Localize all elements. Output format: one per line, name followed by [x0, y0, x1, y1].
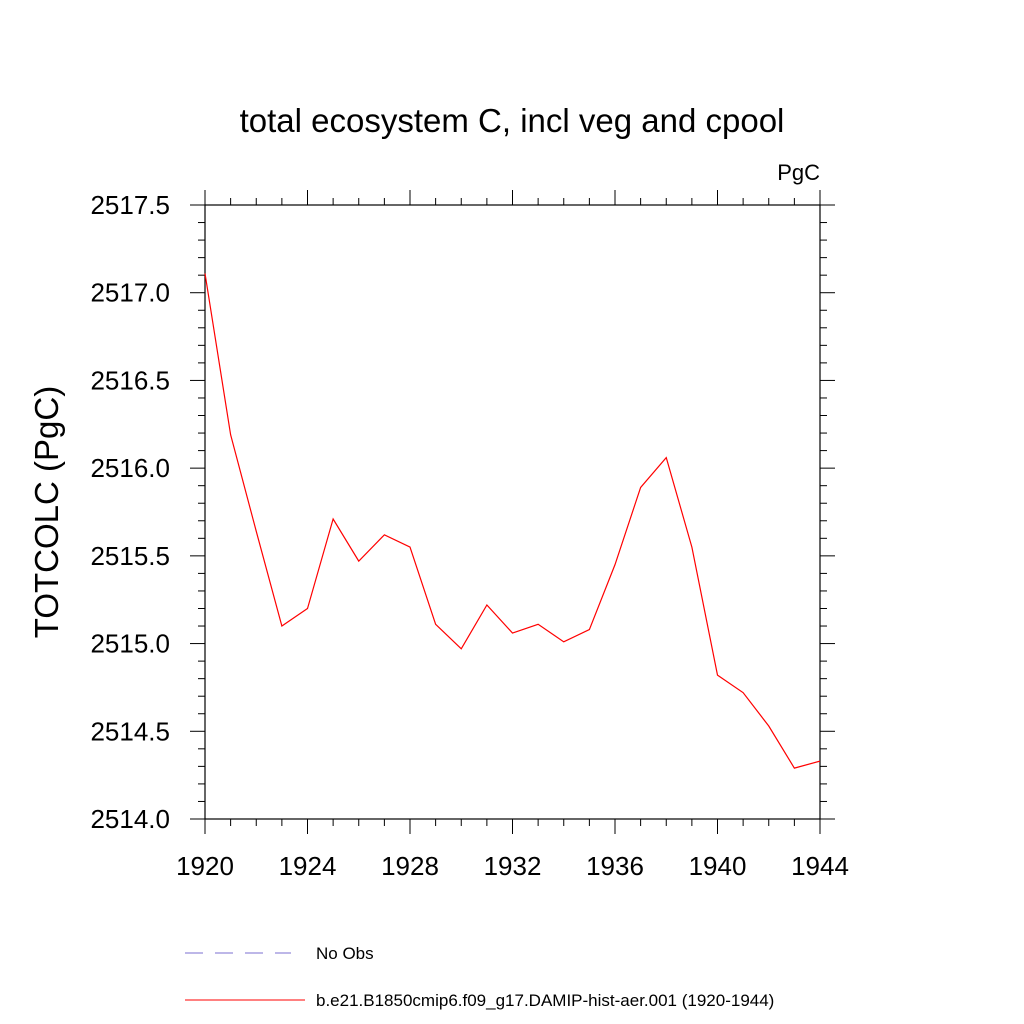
y-tick-label: 2517.5: [90, 190, 170, 220]
x-tick-label: 1936: [586, 851, 644, 881]
x-tick-label: 1940: [689, 851, 747, 881]
y-tick-label: 2516.5: [90, 365, 170, 395]
x-tick-label: 1944: [791, 851, 849, 881]
plot-frame: [204, 204, 821, 820]
units-label: PgC: [777, 160, 820, 185]
x-tick-label: 1932: [484, 851, 542, 881]
y-tick-label: 2514.0: [90, 804, 170, 834]
y-tick-label: 2517.0: [90, 278, 170, 308]
y-tick-label: 2515.0: [90, 629, 170, 659]
y-tick-label: 2514.5: [90, 716, 170, 746]
plot-area: 2514.0 2514.5 2515.0 2515.5 2516.0 2516.5 2517…: [90, 190, 849, 881]
series-line: [204, 273, 821, 769]
y-axis-label: TOTCOLC (PgC): [28, 386, 65, 638]
legend-label: b.e21.B1850cmip6.f09_g17.DAMIP-hist-aer.…: [316, 991, 774, 1010]
y-tick-label: 2516.0: [90, 453, 170, 483]
legend: No Obs b.e21.B1850cmip6.f09_g17.DAMIP-his…: [185, 944, 774, 1010]
chart-title: total ecosystem C, incl veg and cpool: [240, 102, 785, 139]
x-tick-label: 1924: [279, 851, 337, 881]
legend-label: No Obs: [316, 944, 374, 963]
x-tick-label: 1928: [381, 851, 439, 881]
x-tick-label: 1920: [176, 851, 234, 881]
y-tick-label: 2515.5: [90, 541, 170, 571]
